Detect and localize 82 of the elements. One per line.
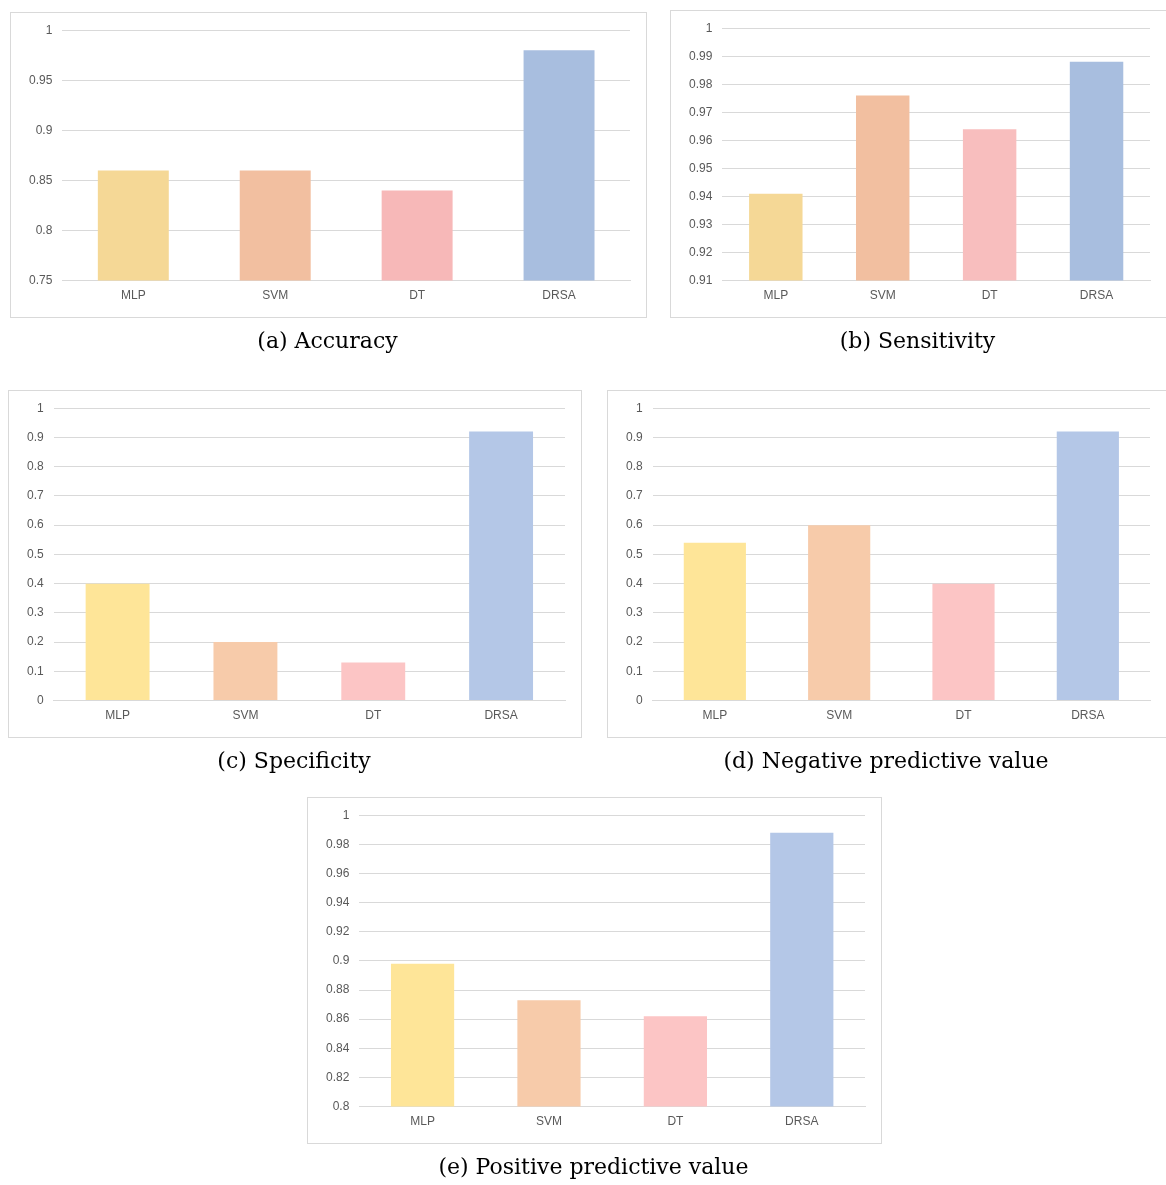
y-tick-label: 0.94 — [689, 188, 713, 203]
x-tick-label: DRSA — [785, 1114, 819, 1129]
y-tick-label: 0.8 — [332, 1098, 350, 1113]
y-tick-label: 0.98 — [689, 76, 713, 91]
bar — [1056, 431, 1119, 701]
x-tick-label: DRSA — [542, 288, 576, 303]
x-tick-label: MLP — [105, 708, 130, 723]
y-tick-label: 0.85 — [29, 172, 53, 187]
bar — [213, 642, 278, 701]
y-tick-label: 0.3 — [625, 605, 643, 620]
y-tick-label: 0 — [635, 692, 643, 707]
x-tick-label: DRSA — [1071, 708, 1105, 723]
y-tick-label: 0.4 — [26, 575, 44, 590]
x-tick-label: DRSA — [484, 708, 518, 723]
y-tick-label: 0.96 — [326, 865, 350, 880]
y-tick-label: 1 — [36, 400, 44, 415]
bar — [808, 525, 871, 701]
text: (c) Specificity — [216, 748, 372, 773]
y-tick-label: 1 — [705, 20, 713, 35]
y-tick-label: 0.8 — [35, 222, 53, 237]
y-tick-label: 0.7 — [26, 488, 44, 503]
x-tick-label: SVM — [869, 288, 896, 303]
y-tick-label: 0.8 — [26, 458, 44, 473]
y-tick-label: 0.5 — [625, 546, 643, 561]
x-tick-label: DT — [955, 708, 973, 723]
x-tick-label: DT — [981, 288, 999, 303]
x-tick-label: MLP — [120, 288, 146, 303]
x-tick-label: MLP — [410, 1114, 435, 1129]
y-tick-label: 0.92 — [326, 924, 350, 939]
y-tick-label: 0 — [36, 692, 44, 707]
y-tick-label: 0.6 — [26, 517, 44, 532]
x-tick-label: SVM — [262, 288, 289, 303]
x-tick-label: DT — [409, 288, 426, 303]
x-tick-label: SVM — [826, 708, 853, 723]
y-tick-label: 1 — [635, 400, 643, 415]
text: (a) Accuracy — [256, 328, 399, 353]
x-tick-label: DRSA — [1079, 288, 1114, 303]
x-tick-label: MLP — [702, 708, 728, 723]
y-tick-label: 0.95 — [29, 72, 53, 87]
y-tick-label: 0.91 — [689, 272, 713, 287]
y-tick-label: 0.1 — [625, 663, 643, 678]
y-tick-label: 0.9 — [332, 953, 350, 968]
y-tick-label: 0.98 — [326, 836, 350, 851]
y-tick-label: 0.8 — [625, 458, 643, 473]
x-tick-label: SVM — [232, 708, 259, 723]
y-tick-label: 0.6 — [625, 517, 643, 532]
y-tick-label: 1 — [342, 807, 350, 822]
y-tick-label: 0.9 — [35, 122, 53, 137]
text: (d) Negative predictive value — [722, 748, 1050, 773]
y-tick-label: 0.94 — [326, 894, 350, 909]
x-tick-label: MLP — [763, 288, 789, 303]
text: (e) Positive predictive value — [437, 1154, 750, 1179]
y-tick-label: 0.82 — [326, 1069, 350, 1084]
bar — [469, 431, 534, 701]
y-tick-label: 0.4 — [625, 575, 643, 590]
y-tick-label: 0.92 — [689, 244, 713, 259]
y-tick-label: 0.5 — [26, 546, 44, 561]
bar — [932, 583, 995, 701]
y-tick-label: 0.96 — [689, 132, 713, 147]
y-tick-label: 0.99 — [689, 48, 713, 63]
x-tick-label: SVM — [535, 1114, 562, 1129]
y-tick-label: 0.2 — [625, 634, 643, 649]
y-tick-label: 0.75 — [29, 272, 53, 287]
y-tick-label: 0.93 — [689, 216, 713, 231]
y-tick-label: 0.2 — [26, 634, 44, 649]
y-tick-label: 0.1 — [26, 663, 44, 678]
y-tick-label: 0.88 — [326, 982, 350, 997]
y-tick-label: 0.9 — [26, 429, 44, 444]
y-tick-label: 0.9 — [625, 429, 643, 444]
y-tick-label: 0.95 — [689, 160, 713, 175]
x-tick-label: DT — [365, 708, 382, 723]
x-tick-label: DT — [667, 1114, 685, 1129]
bar — [85, 583, 150, 701]
y-tick-label: 1 — [45, 22, 53, 37]
y-tick-label: 0.3 — [26, 605, 44, 620]
text: (b) Sensitivity — [838, 328, 997, 353]
bar — [683, 542, 746, 701]
bar — [341, 662, 406, 701]
y-tick-label: 0.84 — [326, 1040, 350, 1055]
y-tick-label: 0.7 — [625, 488, 643, 503]
y-tick-label: 0.97 — [689, 104, 713, 119]
y-tick-label: 0.86 — [326, 1011, 350, 1026]
